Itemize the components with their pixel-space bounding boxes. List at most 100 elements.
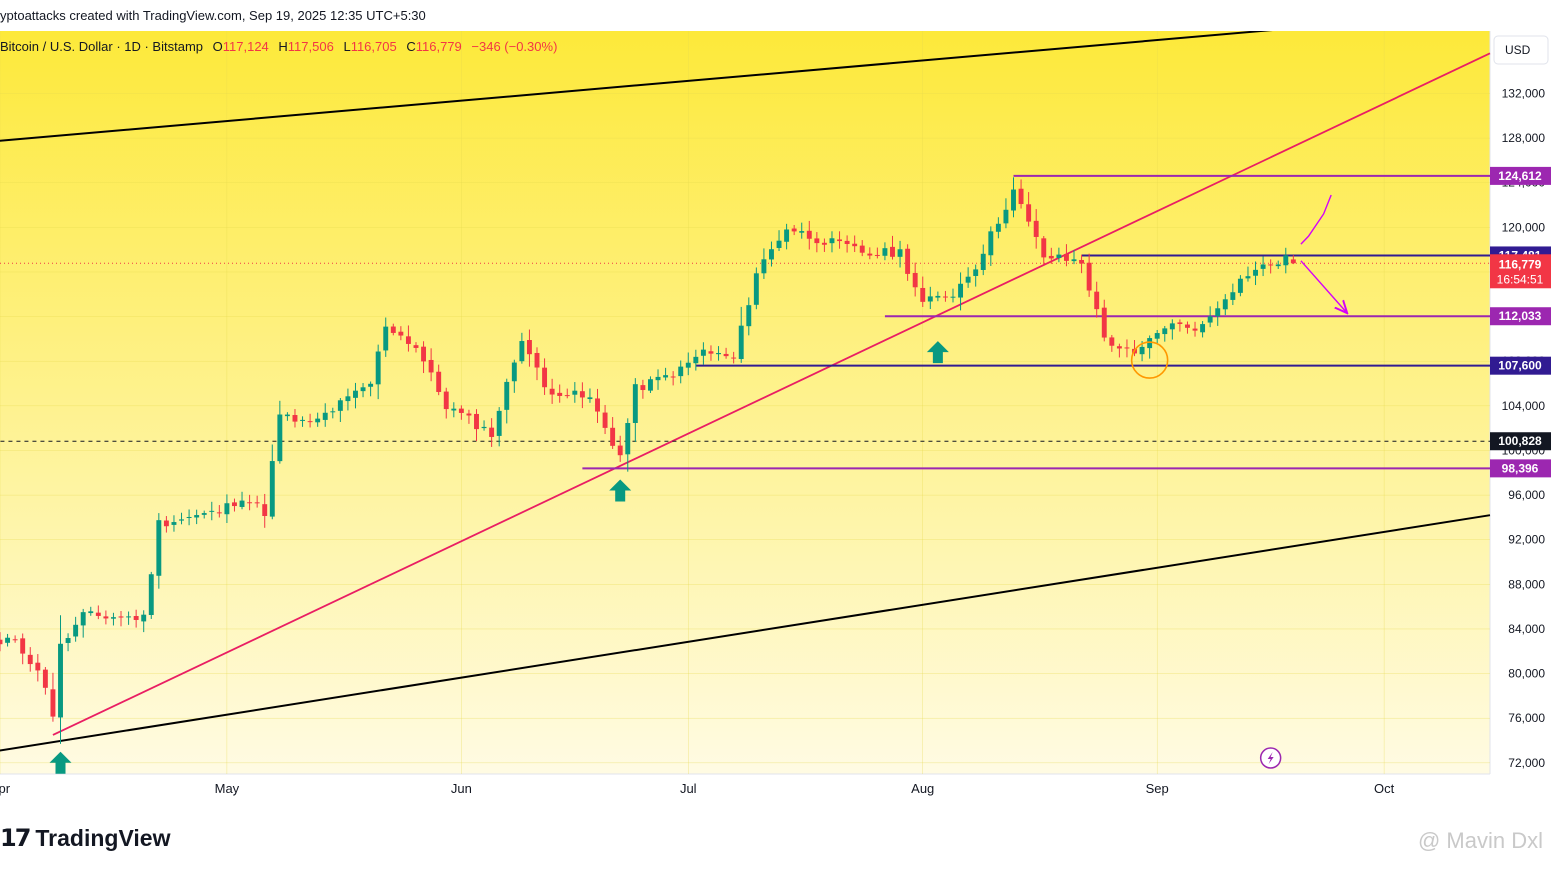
candle-body [882, 248, 888, 256]
candle-body [27, 654, 33, 665]
candle-body [519, 341, 525, 362]
candle-body [1101, 307, 1107, 338]
candle-body [1185, 324, 1190, 328]
candle-body [1207, 316, 1213, 323]
candle-body [1162, 328, 1168, 335]
candle-body [307, 421, 313, 423]
countdown-label: 16:54:51 [1497, 272, 1544, 286]
candle-body [1116, 346, 1122, 349]
candle-body [95, 612, 101, 616]
candle-body [617, 445, 623, 456]
candle-body [133, 616, 139, 620]
candle-body [874, 254, 880, 256]
candle-body [973, 269, 979, 276]
candle-body [504, 381, 510, 410]
candle-body [398, 331, 404, 336]
candle-body [163, 520, 169, 527]
price-chart[interactable]: 132,000128,000124,000120,000116,000112,0… [0, 31, 1551, 805]
candle-body [761, 259, 767, 274]
candle-body [769, 249, 774, 260]
legend-open: 117,124 [223, 39, 269, 54]
candle-body [148, 574, 154, 615]
candle-body [247, 502, 253, 504]
candle-body [1063, 253, 1069, 261]
y-tick-label: 104,000 [1502, 399, 1546, 413]
candle-body [1169, 323, 1175, 330]
chart-background [0, 31, 1490, 774]
candle-body [375, 351, 381, 385]
candle-body [1192, 328, 1198, 331]
footer [0, 805, 1551, 869]
candle-body [1003, 209, 1009, 224]
candle-body [587, 397, 593, 400]
candle-body [1245, 276, 1251, 279]
price-tags: 124,612117,481112,033107,60098,396100,82… [1490, 166, 1551, 478]
candle-body [35, 662, 41, 671]
legend-high: 117,506 [288, 39, 334, 54]
highlight-circle [1130, 341, 1169, 379]
level-tag-label: 98,396 [1502, 461, 1539, 475]
candle-body [1177, 322, 1183, 324]
level-tag [1490, 432, 1551, 451]
candle-body [920, 287, 926, 302]
legend-open-label: O [213, 39, 223, 54]
up-arrow-icon [49, 751, 72, 774]
candle-body [489, 427, 495, 437]
legend-symbol: Bitcoin / U.S. Dollar · 1D · Bitstamp [0, 39, 203, 54]
legend-high-label: H [278, 39, 287, 54]
candle-body [980, 253, 986, 270]
y-tick-label: 120,000 [1502, 220, 1546, 234]
candle-body [867, 253, 873, 256]
candle-body [799, 231, 805, 233]
currency-button[interactable]: USD [1493, 35, 1549, 65]
candle-body [360, 387, 366, 392]
projection-down-arrow [1300, 260, 1346, 312]
tradingview-logo[interactable]: 17 TradingView [0, 823, 170, 853]
legend: Bitcoin / U.S. Dollar · 1D · Bitstamp O1… [0, 39, 557, 54]
candle-body [58, 643, 63, 718]
candle-body [1275, 264, 1281, 267]
candle-body [1094, 291, 1100, 310]
horizontal-levels [0, 174, 1490, 470]
candle-body [405, 336, 411, 344]
candle-body [436, 371, 442, 392]
candle-body [821, 242, 827, 245]
y-tick-label: 72,000 [1508, 756, 1545, 770]
candle-body [179, 519, 184, 521]
candle-body [171, 522, 177, 525]
attribution-bar: yptoattacks created with TradingView.com… [0, 0, 1551, 31]
candle-body [905, 248, 911, 274]
candle-body [451, 408, 457, 411]
candle-body [542, 367, 548, 388]
candle-body [700, 349, 706, 356]
y-tick-label: 92,000 [1508, 533, 1545, 547]
candle-body [0, 639, 3, 645]
candle-body [670, 376, 676, 378]
candle-body [88, 611, 94, 614]
candle-body [383, 326, 389, 351]
candle-body [224, 503, 230, 515]
candle-body [526, 339, 532, 355]
currency-label: USD [1505, 43, 1531, 57]
level-tag [1490, 459, 1551, 478]
candle-body [330, 411, 336, 413]
x-tick-label: Sep [1146, 781, 1169, 796]
candle-body [443, 391, 449, 410]
candle-body [610, 427, 616, 446]
candle-body [292, 415, 298, 422]
x-tick-label: Jul [680, 781, 697, 796]
y-tick-label: 76,000 [1508, 711, 1545, 725]
candle-body [942, 296, 948, 298]
candle-body [776, 240, 782, 248]
level-tag [1490, 166, 1551, 185]
candle-body [511, 362, 517, 382]
candle-body [950, 296, 956, 298]
candle-body [481, 426, 487, 429]
candle-body [897, 249, 903, 257]
candle-body [12, 639, 18, 641]
candle-body [277, 414, 283, 462]
svg-text:Bitcoin / U.S. Dollar · 1D · B: Bitcoin / U.S. Dollar · 1D · Bitstamp O1… [0, 39, 557, 54]
candle-body [716, 353, 721, 355]
candle-body [890, 246, 895, 257]
candle-body [239, 500, 245, 507]
